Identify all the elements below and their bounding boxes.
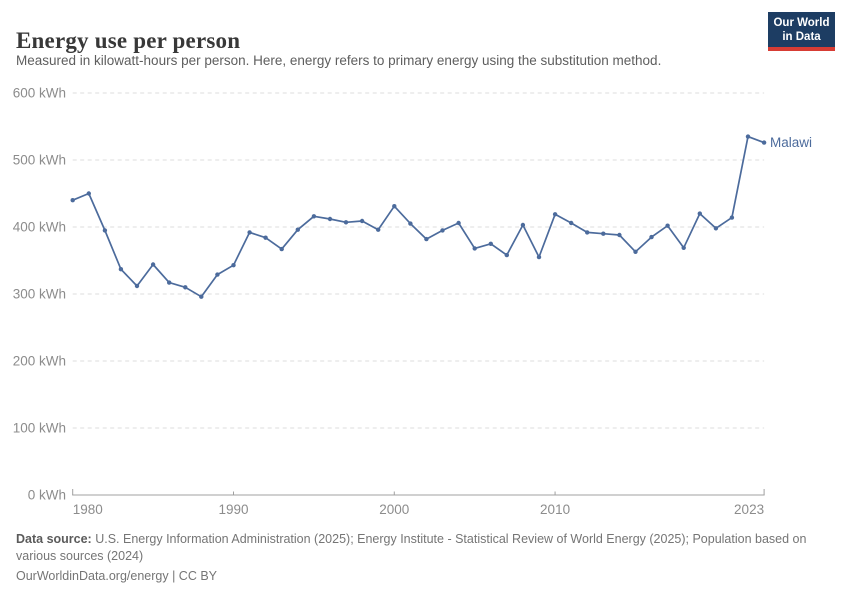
data-point[interactable]: [456, 220, 461, 226]
data-point[interactable]: [440, 228, 445, 233]
y-tick-label: 0 kWh: [28, 488, 66, 503]
x-tick-label: 2010: [540, 502, 570, 517]
chart-footer: Data source: U.S. Energy Information Adm…: [16, 531, 822, 585]
license-line[interactable]: OurWorldinData.org/energy | CC BY: [16, 569, 218, 583]
data-point[interactable]: [665, 223, 670, 228]
data-point[interactable]: [215, 272, 220, 277]
data-point[interactable]: [183, 285, 188, 290]
data-point[interactable]: [118, 267, 124, 272]
y-tick-label: 100 kWh: [13, 421, 66, 436]
data-source-note: Data source: U.S. Energy Information Adm…: [16, 531, 822, 565]
data-point[interactable]: [520, 222, 526, 228]
data-point[interactable]: [376, 227, 381, 232]
data-source-text: U.S. Energy Information Administration (…: [16, 532, 807, 563]
data-point[interactable]: [713, 226, 719, 231]
data-point[interactable]: [745, 134, 751, 139]
data-point[interactable]: [697, 211, 702, 216]
data-point[interactable]: [70, 198, 75, 203]
data-point[interactable]: [279, 246, 284, 252]
data-point[interactable]: [681, 245, 686, 250]
data-point[interactable]: [231, 263, 236, 268]
owid-logo-text: Our World in Data: [768, 12, 835, 47]
data-point[interactable]: [343, 220, 349, 225]
x-tick-label: 1990: [218, 502, 248, 517]
owid-logo[interactable]: Our World in Data: [768, 12, 835, 51]
data-source-label: Data source:: [16, 532, 92, 546]
data-point[interactable]: [86, 191, 92, 196]
data-point[interactable]: [263, 235, 268, 240]
owid-logo-accent-bar: [768, 47, 835, 51]
data-point[interactable]: [392, 204, 397, 209]
data-point[interactable]: [761, 140, 767, 145]
page-title: Energy use per person: [16, 28, 241, 54]
trend-line-malawi: [71, 135, 765, 298]
data-point[interactable]: [247, 230, 252, 235]
data-point[interactable]: [552, 212, 558, 217]
data-point[interactable]: [424, 236, 429, 242]
data-point[interactable]: [504, 252, 509, 258]
y-tick-label: 300 kWh: [13, 287, 66, 302]
data-point[interactable]: [327, 216, 333, 222]
data-point[interactable]: [311, 214, 317, 219]
data-point[interactable]: [649, 234, 654, 240]
data-point[interactable]: [617, 232, 622, 238]
y-tick-label: 200 kWh: [13, 354, 66, 369]
data-point[interactable]: [102, 228, 108, 233]
x-tick-label: 2000: [379, 502, 409, 517]
data-point[interactable]: [199, 294, 204, 299]
data-point[interactable]: [633, 249, 638, 254]
data-point[interactable]: [585, 230, 590, 235]
series-end-label[interactable]: Malawi: [770, 135, 812, 150]
data-point[interactable]: [472, 246, 477, 251]
chart-subtitle: Measured in kilowatt-hours per person. H…: [16, 53, 662, 68]
x-tick-label: 2023: [734, 502, 764, 517]
data-point[interactable]: [729, 215, 735, 220]
data-point[interactable]: [167, 280, 172, 285]
y-tick-label: 400 kWh: [13, 220, 66, 235]
data-point[interactable]: [359, 218, 365, 224]
data-point[interactable]: [488, 241, 493, 246]
x-tick-label: 1980: [73, 502, 103, 517]
data-point[interactable]: [150, 262, 156, 267]
data-point[interactable]: [408, 221, 413, 226]
data-point[interactable]: [134, 283, 140, 289]
data-point[interactable]: [601, 231, 606, 236]
data-point[interactable]: [536, 254, 542, 260]
y-tick-label: 500 kWh: [13, 153, 66, 168]
data-point[interactable]: [569, 220, 574, 226]
data-point[interactable]: [295, 227, 300, 232]
y-tick-label: 600 kWh: [13, 86, 66, 101]
